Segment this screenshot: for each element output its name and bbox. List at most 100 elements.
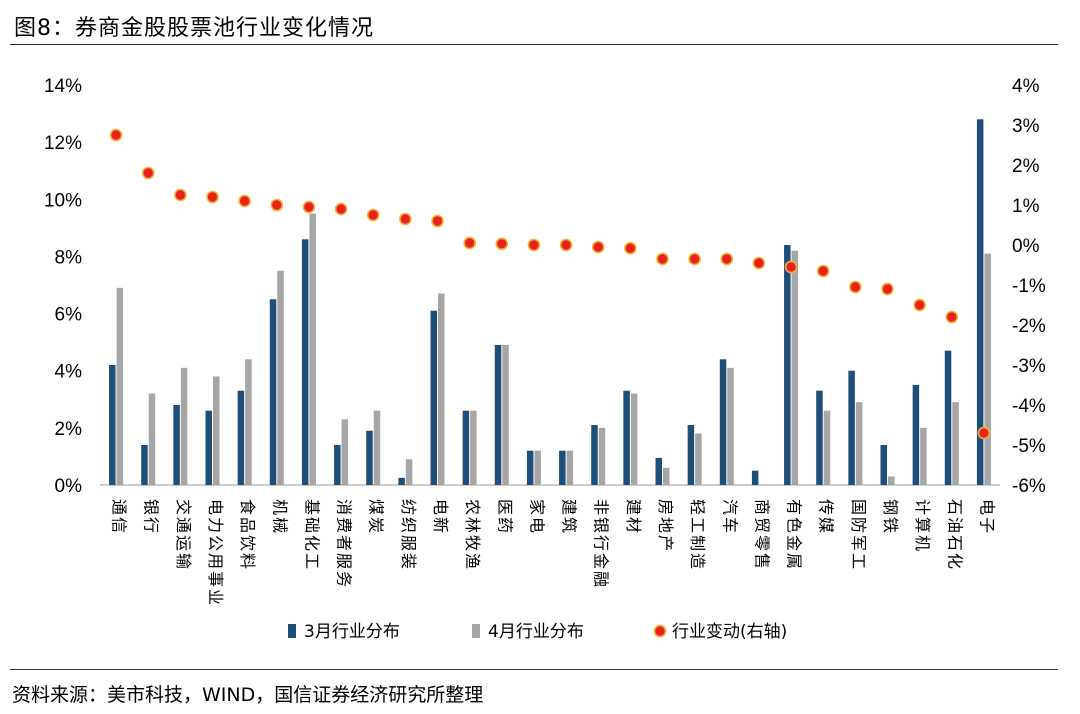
category-label: 机械 bbox=[270, 499, 289, 535]
bar-april bbox=[309, 213, 316, 486]
y-right-tick-label: 2% bbox=[1012, 156, 1040, 177]
point-change bbox=[270, 198, 284, 212]
bar-march bbox=[687, 425, 695, 485]
point-change bbox=[784, 260, 798, 274]
category-label: 轻工制造 bbox=[688, 499, 707, 571]
point-change bbox=[399, 212, 412, 226]
category-label: 计算机 bbox=[913, 499, 932, 553]
bar-march bbox=[591, 425, 598, 485]
y-right-tick-label: 1% bbox=[1012, 196, 1040, 217]
point-change bbox=[366, 208, 380, 222]
point-change bbox=[238, 194, 251, 208]
category-label: 电子 bbox=[977, 499, 996, 535]
category-label: 银行 bbox=[142, 499, 161, 535]
chart-category-labels: 通信 银行 交通运输 电力公用事业 食品饮料 机械 基础化工 消费者服务 煤炭 纺织服装 电新 农林牧… bbox=[110, 499, 997, 607]
y-left-tick-label: 12% bbox=[44, 133, 82, 154]
point-change bbox=[913, 298, 926, 312]
category-label: 房地产 bbox=[656, 499, 675, 553]
bar-march bbox=[173, 405, 180, 485]
bar-april bbox=[823, 410, 831, 485]
bar-april bbox=[245, 359, 252, 485]
chart-change-points bbox=[109, 128, 991, 440]
chart-axes: 0% 2% 4% 6% 8% 10% 12% 14% -6% -5% -4% -3% -2% -1% 0% 1… bbox=[44, 76, 1046, 497]
point-change bbox=[656, 252, 669, 266]
bar-april bbox=[470, 410, 477, 485]
y-right-tick-label: -4% bbox=[1012, 396, 1046, 417]
point-change bbox=[334, 202, 348, 216]
bar-march bbox=[526, 450, 534, 485]
bar-march bbox=[398, 477, 405, 485]
bar-april bbox=[791, 250, 799, 485]
category-label: 家电 bbox=[527, 499, 546, 535]
category-label: 通信 bbox=[110, 499, 129, 535]
point-change bbox=[463, 236, 476, 250]
point-change bbox=[977, 426, 991, 440]
point-change bbox=[431, 214, 444, 228]
bar-march bbox=[912, 385, 920, 485]
bar-april bbox=[920, 427, 927, 485]
bar-march bbox=[751, 470, 759, 485]
y-left-tick-label: 2% bbox=[55, 419, 83, 440]
category-label: 钢铁 bbox=[881, 499, 900, 535]
bar-march bbox=[880, 445, 887, 485]
bar-april bbox=[663, 467, 670, 485]
category-label: 汽车 bbox=[720, 499, 739, 535]
bar-march bbox=[366, 430, 373, 485]
category-label: 非银行金融 bbox=[592, 499, 611, 589]
y-right-tick-label: 0% bbox=[1012, 236, 1040, 257]
y-right-tick-label: 3% bbox=[1012, 116, 1040, 137]
legend-swatch bbox=[288, 624, 296, 638]
bar-april bbox=[502, 345, 509, 485]
y-right-tick-label: -1% bbox=[1012, 276, 1046, 297]
category-label: 建筑 bbox=[560, 499, 579, 535]
point-change bbox=[174, 188, 187, 202]
category-label: 交通运输 bbox=[174, 499, 193, 571]
category-label: 农林牧渔 bbox=[463, 499, 482, 571]
category-label: 电新 bbox=[431, 499, 450, 535]
bar-march bbox=[655, 457, 662, 485]
bar-april bbox=[566, 450, 574, 485]
chart-bars bbox=[109, 119, 991, 486]
point-change bbox=[302, 200, 316, 214]
bar-april bbox=[952, 402, 959, 485]
bar-march bbox=[205, 410, 212, 485]
category-label: 食品饮料 bbox=[238, 499, 257, 571]
category-label: 煤炭 bbox=[367, 499, 386, 535]
bar-april bbox=[888, 476, 895, 485]
y-right-tick-label: -5% bbox=[1012, 436, 1046, 457]
category-label: 商贸零售 bbox=[752, 499, 771, 571]
bar-april bbox=[984, 253, 991, 485]
point-change bbox=[688, 252, 701, 266]
category-label: 石油石化 bbox=[945, 499, 964, 571]
point-change bbox=[109, 128, 123, 142]
y-left-tick-label: 14% bbox=[44, 76, 82, 97]
category-label: 有色金属 bbox=[785, 499, 804, 571]
point-change bbox=[206, 190, 219, 204]
bar-april bbox=[341, 419, 349, 485]
bar-march bbox=[944, 350, 952, 485]
chart-legend: 3月行业分布 4月行业分布 行业变动(右轴) bbox=[288, 622, 787, 642]
bar-march bbox=[719, 359, 727, 485]
point-change bbox=[816, 264, 830, 278]
point-change bbox=[495, 237, 509, 251]
figure-title: 图8：券商金股股票池行业变化情况 bbox=[14, 16, 374, 41]
point-change bbox=[881, 282, 894, 296]
category-label: 国防军工 bbox=[849, 499, 868, 571]
bar-march bbox=[237, 390, 245, 485]
point-change bbox=[849, 280, 862, 294]
bar-april bbox=[727, 367, 734, 485]
bar-march bbox=[976, 119, 984, 486]
bar-april bbox=[405, 459, 413, 485]
bar-april bbox=[148, 393, 156, 485]
source-divider bbox=[10, 669, 1058, 670]
y-left-tick-label: 4% bbox=[55, 362, 83, 383]
bar-march bbox=[816, 390, 823, 485]
y-right-tick-label: -3% bbox=[1012, 356, 1046, 377]
y-left-tick-label: 10% bbox=[44, 190, 82, 211]
point-change bbox=[624, 241, 637, 255]
bar-april bbox=[180, 367, 188, 485]
point-change bbox=[752, 256, 766, 270]
point-change bbox=[141, 166, 155, 180]
legend-label: 3月行业分布 bbox=[304, 622, 400, 642]
bar-april bbox=[277, 270, 284, 485]
